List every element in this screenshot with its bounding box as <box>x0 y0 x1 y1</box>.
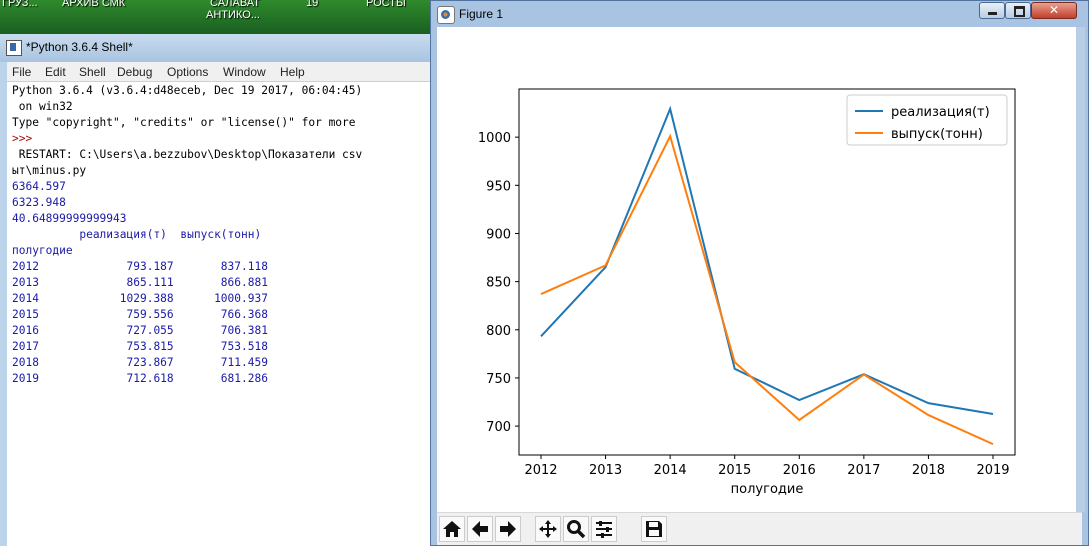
x-tick-label: 2015 <box>718 463 751 478</box>
x-tick-label: 2016 <box>783 463 816 478</box>
minimize-button[interactable] <box>979 2 1005 19</box>
x-tick-label: 2019 <box>976 463 1009 478</box>
x-tick-label: 2017 <box>847 463 880 478</box>
y-tick-label: 750 <box>486 372 511 387</box>
home-icon <box>443 521 461 537</box>
y-tick-label: 950 <box>486 179 511 194</box>
table-row: 2013 865.111 866.881 <box>12 276 268 289</box>
table-row: 2019 712.618 681.286 <box>12 372 268 385</box>
figure-window[interactable]: Figure 1 ✕ 2012 2013 2014 2015 2016 2017 2018 2… <box>430 0 1089 546</box>
shell-output-line: 6323.948 <box>12 196 66 209</box>
shell-titlebar[interactable]: *Python 3.6.4 Shell* <box>0 34 432 62</box>
shell-menubar: File Edit Shell Debug Options Window Hel… <box>7 62 432 82</box>
y-tick-label: 900 <box>486 227 511 242</box>
menu-help[interactable]: Help <box>280 65 305 79</box>
legend-entry: реализация(т) <box>891 105 990 120</box>
desktop-label[interactable]: АНТИКО... <box>206 9 260 21</box>
back-button[interactable] <box>467 516 493 542</box>
legend-box <box>846 94 1008 146</box>
series-line-1 <box>540 105 994 415</box>
table-index-name: полугодие <box>12 244 73 257</box>
home-button[interactable] <box>439 516 465 542</box>
python-shell-window[interactable]: *Python 3.6.4 Shell* File Edit Shell Deb… <box>0 34 433 546</box>
table-header: реализация(т) выпуск(тонн) <box>12 228 262 241</box>
figure-title: Figure 1 <box>459 7 504 21</box>
matplotlib-icon <box>437 6 455 24</box>
table-row: 2017 753.815 753.518 <box>12 340 268 353</box>
shell-line: RESTART: C:\Users\a.bezzubov\Desktop\Пок… <box>12 148 363 161</box>
menu-edit[interactable]: Edit <box>45 65 66 79</box>
x-axis-label: полугодие <box>731 482 804 497</box>
configure-subplots-icon <box>596 521 612 538</box>
shell-title: *Python 3.6.4 Shell* <box>26 40 133 54</box>
shell-output-line: 40.64899999999943 <box>12 212 127 225</box>
shell-line: Type "copyright", "credits" or "license(… <box>12 116 356 129</box>
back-icon <box>472 521 488 537</box>
figure-canvas[interactable]: 2012 2013 2014 2015 2016 2017 2018 2019 700 750 80… <box>437 27 1082 512</box>
table-row: 2018 723.867 711.459 <box>12 356 268 369</box>
maximize-button[interactable] <box>1005 2 1031 19</box>
close-button[interactable]: ✕ <box>1031 2 1077 19</box>
figure-toolbar <box>437 512 1082 545</box>
shell-prompt: >>> <box>12 132 33 145</box>
y-tick-label: 700 <box>486 420 511 435</box>
x-tick-label: 2018 <box>912 463 945 478</box>
table-row: 2012 793.187 837.118 <box>12 260 268 273</box>
shell-output-line: 6364.597 <box>12 180 66 193</box>
pan-icon <box>539 520 557 538</box>
zoom-button[interactable] <box>563 516 589 542</box>
pan-button[interactable] <box>535 516 561 542</box>
shell-line: Python 3.6.4 (v3.6.4:d48eceb, Dec 19 201… <box>12 84 363 97</box>
menu-debug[interactable]: Debug <box>117 65 153 79</box>
shell-line: on win32 <box>12 100 73 113</box>
desktop-label[interactable]: АРХИВ СМК <box>62 0 126 9</box>
menu-options[interactable]: Options <box>167 65 209 79</box>
shell-output-area[interactable]: Python 3.6.4 (v3.6.4:d48eceb, Dec 19 201… <box>7 82 432 546</box>
desktop-label[interactable]: РОСТЫ <box>366 0 406 9</box>
save-button[interactable] <box>641 516 667 542</box>
close-icon: ✕ <box>1049 3 1060 17</box>
menu-window[interactable]: Window <box>223 65 266 79</box>
zoom-icon <box>567 520 586 539</box>
desktop-label[interactable]: САЛАВАТ <box>210 0 261 9</box>
series-line-2 <box>540 133 994 446</box>
table-row: 2014 1029.388 1000.937 <box>12 292 268 305</box>
x-tick-label: 2014 <box>654 463 687 478</box>
python-icon <box>6 40 22 56</box>
x-tick-label: 2012 <box>524 463 557 478</box>
forward-button[interactable] <box>495 516 521 542</box>
figure-titlebar[interactable]: Figure 1 ✕ <box>431 1 1088 27</box>
x-tick-label: 2013 <box>589 463 622 478</box>
line-chart: 2012 2013 2014 2015 2016 2017 2018 2019 700 750 80… <box>478 88 1016 497</box>
configure-subplots-button[interactable] <box>591 516 617 542</box>
desktop-label[interactable]: ГРУЗ... <box>2 0 38 9</box>
table-row: 2016 727.055 706.381 <box>12 324 268 337</box>
desktop-label[interactable]: 19 <box>306 0 319 9</box>
table-row: 2015 759.556 766.368 <box>12 308 268 321</box>
y-tick-label: 1000 <box>478 131 511 146</box>
menu-file[interactable]: File <box>12 65 32 79</box>
save-icon <box>646 521 662 537</box>
scrollbar[interactable] <box>1076 27 1085 512</box>
forward-icon <box>500 521 516 537</box>
legend-entry: выпуск(тонн) <box>891 127 983 142</box>
y-tick-label: 850 <box>486 276 511 291</box>
menu-shell[interactable]: Shell <box>79 65 106 79</box>
y-tick-label: 800 <box>486 324 511 339</box>
shell-line: ыт\minus.py <box>12 164 87 177</box>
